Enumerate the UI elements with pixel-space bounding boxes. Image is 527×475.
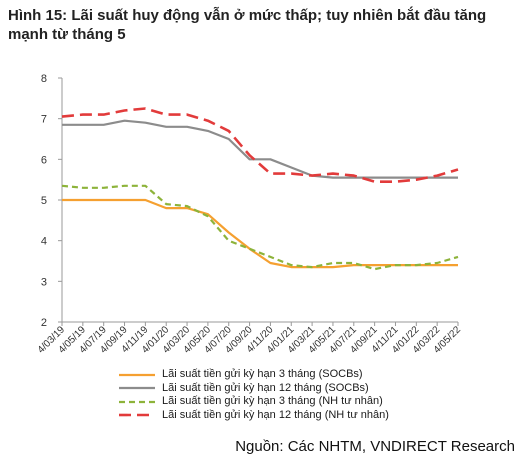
legend-label: Lãi suất tiền gửi kỳ hạn 3 tháng (SOCBs) (162, 368, 363, 380)
chart-plot: 2 3 4 5 6 7 8 4/03/194/05/194/07/194/09/194/11… (36, 73, 464, 356)
y-tick-label: 6 (41, 154, 47, 166)
y-tick-label: 8 (41, 73, 47, 85)
series-line-socb3 (62, 198, 458, 269)
source-note: Nguồn: Các NHTM, VNDIRECT Research (235, 438, 515, 455)
series-line-pvt12 (61, 107, 459, 183)
y-tick-label: 4 (41, 236, 47, 248)
chart-legend: Lãi suất tiền gửi kỳ hạn 3 tháng (SOCBs)… (118, 368, 389, 422)
series-lines (61, 107, 459, 271)
y-axis: 2 3 4 5 6 7 8 (41, 73, 63, 329)
legend-item: Lãi suất tiền gửi kỳ hạn 3 tháng (SOCBs) (118, 368, 389, 382)
legend-label: Lãi suất tiền gửi kỳ hạn 12 tháng (NH tư… (162, 408, 389, 421)
y-tick-label: 5 (41, 195, 47, 207)
legend-swatch (118, 371, 156, 379)
legend-item: Lãi suất tiền gửi kỳ hạn 12 tháng (SOCBs… (118, 382, 389, 396)
y-tick-label: 3 (41, 276, 47, 288)
chart-title: Hình 15: Lãi suất huy động vẫn ở mức thấ… (8, 7, 487, 43)
y-tick-label: 7 (41, 114, 47, 126)
legend-swatch (118, 384, 156, 392)
legend-label: Lãi suất tiền gửi kỳ hạn 12 tháng (SOCBs… (162, 381, 369, 394)
legend-label: Lãi suất tiền gửi kỳ hạn 3 tháng (NH tư … (162, 395, 383, 407)
legend-swatch (118, 411, 156, 419)
series-line-pvt3 (61, 184, 459, 271)
x-axis: 4/03/194/05/194/07/194/09/194/11/194/01/… (36, 321, 463, 356)
legend-item: Lãi suất tiền gửi kỳ hạn 3 tháng (NH tư … (118, 395, 389, 409)
y-tick-label: 2 (41, 317, 47, 329)
series-line-socb12 (62, 119, 458, 179)
legend-swatch (118, 398, 156, 406)
legend-item: Lãi suất tiền gửi kỳ hạn 12 tháng (NH tư… (118, 409, 389, 423)
